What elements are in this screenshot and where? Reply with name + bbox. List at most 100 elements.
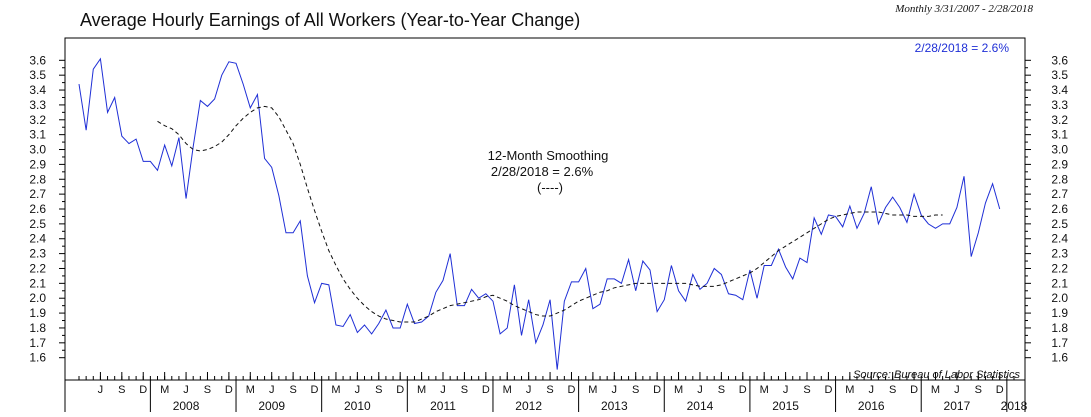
y-tick-label-right: 2.2	[1051, 261, 1068, 275]
y-tick-label-right: 1.9	[1051, 306, 1068, 320]
y-tick-label-left: 1.6	[29, 351, 46, 365]
x-tick-label: S	[118, 384, 125, 396]
source-note: Source: Bureau of Labor Statistics	[853, 369, 1020, 381]
x-tick-label: J	[697, 384, 703, 396]
year-label: 2016	[858, 399, 885, 413]
x-tick-label: M	[331, 384, 340, 396]
y-tick-label-right: 3.5	[1051, 68, 1068, 82]
y-tick-label-left: 3.0	[29, 143, 46, 157]
x-tick-label: S	[803, 384, 810, 396]
x-tick-label: D	[311, 384, 319, 396]
period-label: Monthly 3/31/2007 - 2/28/2018	[895, 3, 1033, 15]
y-tick-label-right: 2.6	[1051, 202, 1068, 216]
chart-title: Average Hourly Earnings of All Workers (…	[80, 10, 581, 30]
x-tick-label: M	[674, 384, 683, 396]
y-tick-label-right: 3.4	[1051, 83, 1068, 97]
y-tick-label-right: 2.3	[1051, 247, 1068, 261]
monthly-series-line	[78, 57, 1001, 370]
y-tick-label-left: 3.4	[29, 83, 46, 97]
x-tick-label: M	[246, 384, 255, 396]
x-tick-label: D	[139, 384, 147, 396]
y-tick-label-right: 3.3	[1051, 98, 1068, 112]
y-tick-label-left: 1.9	[29, 306, 46, 320]
x-tick-label: D	[996, 384, 1004, 396]
y-tick-label-left: 2.5	[29, 217, 46, 231]
x-tick-label: S	[632, 384, 639, 396]
y-tick-label-right: 1.7	[1051, 336, 1068, 350]
x-tick-label: D	[225, 384, 233, 396]
y-tick-label-left: 2.9	[29, 157, 46, 171]
y-tick-label-right: 2.5	[1051, 217, 1068, 231]
x-tick-label: S	[375, 384, 382, 396]
x-tick-label: D	[568, 384, 576, 396]
x-tick-label: J	[869, 384, 875, 396]
x-tick-label: D	[824, 384, 832, 396]
x-tick-label: J	[183, 384, 189, 396]
x-tick-label: S	[718, 384, 725, 396]
x-tick-label: J	[440, 384, 446, 396]
y-tick-label-left: 2.7	[29, 187, 46, 201]
year-label: 2013	[601, 399, 628, 413]
x-tick-label: J	[269, 384, 275, 396]
y-tick-label-left: 3.2	[29, 113, 46, 127]
x-tick-label: S	[204, 384, 211, 396]
y-tick-label-left: 2.6	[29, 202, 46, 216]
x-tick-label: M	[503, 384, 512, 396]
year-label: 2017	[944, 399, 971, 413]
y-tick-label-right: 2.7	[1051, 187, 1068, 201]
y-tick-label-right: 3.6	[1051, 53, 1068, 67]
year-label: 2012	[515, 399, 542, 413]
x-tick-label: D	[910, 384, 918, 396]
y-tick-label-left: 2.4	[29, 232, 46, 246]
x-tick-label: S	[289, 384, 296, 396]
x-tick-label: J	[954, 384, 960, 396]
year-label: 2008	[173, 399, 200, 413]
x-tick-label: J	[526, 384, 532, 396]
latest-value-label: 2/28/2018 = 2.6%	[915, 41, 1010, 55]
smoothing-annotation-value: 2/28/2018 = 2.6%	[491, 164, 594, 179]
x-tick-label: S	[975, 384, 982, 396]
y-tick-label-right: 3.0	[1051, 143, 1068, 157]
x-tick-label: J	[612, 384, 618, 396]
year-label: 2015	[772, 399, 799, 413]
x-tick-label: M	[845, 384, 854, 396]
x-tick-label: D	[482, 384, 490, 396]
y-tick-label-left: 3.3	[29, 98, 46, 112]
x-tick-label: S	[546, 384, 553, 396]
y-tick-label-left: 2.2	[29, 261, 46, 275]
y-tick-label-left: 3.6	[29, 53, 46, 67]
x-tick-label: S	[461, 384, 468, 396]
y-tick-label-right: 3.2	[1051, 113, 1068, 127]
x-tick-label: D	[653, 384, 661, 396]
year-label: 2018	[1001, 399, 1028, 413]
y-tick-label-left: 2.1	[29, 276, 46, 290]
year-label: 2010	[344, 399, 371, 413]
x-tick-label: M	[417, 384, 426, 396]
x-tick-label: J	[355, 384, 361, 396]
y-tick-label-right: 2.0	[1051, 291, 1068, 305]
year-label: 2011	[430, 399, 456, 413]
x-tick-label: J	[98, 384, 104, 396]
y-tick-label-right: 1.8	[1051, 321, 1068, 335]
x-tick-label: M	[931, 384, 940, 396]
y-tick-label-left: 2.3	[29, 247, 46, 261]
y-tick-label-right: 2.1	[1051, 276, 1068, 290]
smoothing-annotation-legend: (----)	[537, 180, 563, 195]
x-tick-label: S	[889, 384, 896, 396]
y-tick-label-left: 2.0	[29, 291, 46, 305]
y-tick-label-left: 1.7	[29, 336, 46, 350]
y-tick-label-right: 3.1	[1051, 128, 1068, 142]
y-tick-label-left: 1.8	[29, 321, 46, 335]
smoothing-series-line	[157, 105, 943, 323]
y-tick-label-left: 2.8	[29, 172, 46, 186]
x-tick-label: M	[588, 384, 597, 396]
year-label: 2014	[687, 399, 714, 413]
y-tick-label-right: 2.9	[1051, 157, 1068, 171]
year-label: 2009	[258, 399, 285, 413]
x-tick-label: M	[160, 384, 169, 396]
y-tick-label-right: 2.8	[1051, 172, 1068, 186]
y-tick-label-left: 3.1	[29, 128, 46, 142]
x-tick-label: D	[396, 384, 404, 396]
x-tick-label: D	[739, 384, 747, 396]
